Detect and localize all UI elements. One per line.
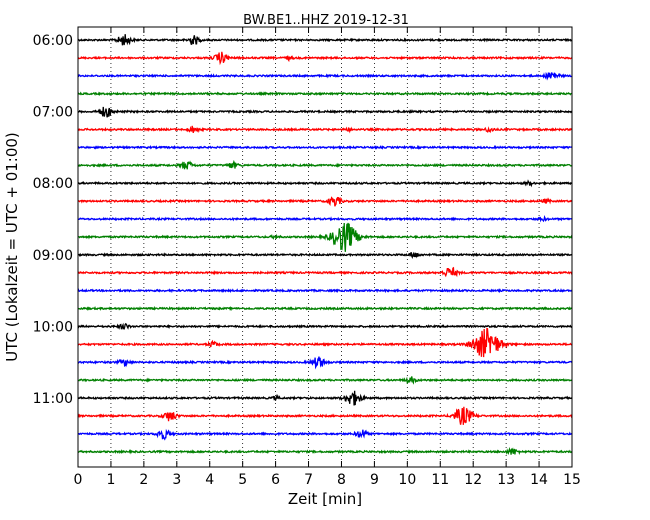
- x-tick-label: 5: [238, 472, 247, 488]
- trace-07-45: [77, 159, 573, 170]
- trace-06-30: [77, 71, 573, 81]
- x-tick-label: 7: [304, 472, 313, 488]
- x-tick-label: 3: [172, 472, 181, 488]
- trace-11-45: [77, 446, 573, 455]
- x-axis-label: Zeit [min]: [288, 490, 362, 508]
- chart-title: BW.BE1..HHZ 2019-12-31: [243, 13, 409, 28]
- trace-08-00: [77, 179, 573, 188]
- x-axis-ticks: 0 1 2 3 4 5 6 7 8 9 10 11 12 13 14 15: [74, 27, 581, 488]
- trace-07-30: [77, 144, 573, 150]
- trace-06-45: [77, 91, 573, 97]
- x-tick-label: 4: [205, 472, 214, 488]
- x-tick-label: 13: [497, 472, 515, 488]
- trace-09-15: [77, 266, 573, 278]
- trace-10-30: [77, 356, 573, 370]
- plot-frame: [77, 26, 573, 468]
- trace-08-30: [77, 214, 573, 223]
- trace-09-30: [77, 288, 573, 294]
- trace-11-15: [77, 406, 573, 425]
- trace-09-45: [77, 305, 573, 312]
- trace-06-15: [77, 51, 573, 66]
- y-tick-label: 09:00: [33, 248, 73, 264]
- x-tick-label: 0: [74, 472, 83, 488]
- x-tick-label: 12: [464, 472, 482, 488]
- x-tick-label: 6: [271, 472, 280, 488]
- x-tick-label: 2: [139, 472, 148, 488]
- trace-07-00: [77, 106, 573, 118]
- trace-07-15: [77, 125, 573, 134]
- trace-09-00: [77, 251, 573, 259]
- trace-11-00: [77, 390, 573, 406]
- y-tick-label: 11:00: [33, 391, 73, 407]
- y-tick-label: 06:00: [33, 33, 73, 49]
- trace-08-45: [77, 222, 573, 252]
- x-tick-label: 1: [106, 472, 115, 488]
- x-tick-label: 11: [431, 472, 449, 488]
- traces-layer: [77, 34, 573, 455]
- y-tick-label: 10:00: [33, 319, 73, 335]
- x-tick-label: 8: [337, 472, 346, 488]
- trace-06-00: [77, 34, 573, 46]
- x-tick-label: 9: [370, 472, 379, 488]
- trace-08-15: [77, 196, 573, 207]
- trace-10-00: [77, 322, 573, 330]
- x-tick-label: 14: [530, 472, 548, 488]
- y-axis-ticks: 06:00 07:00 08:00 09:00 10:00 11:00: [33, 33, 572, 407]
- trace-10-45: [77, 376, 573, 385]
- x-tick-label: 10: [398, 472, 416, 488]
- trace-11-30: [77, 428, 573, 441]
- y-axis-label: UTC (Lokalzeit = UTC + 01:00): [3, 132, 21, 362]
- trace-10-15: [77, 327, 573, 358]
- x-tick-label: 15: [563, 472, 581, 488]
- y-tick-label: 07:00: [33, 105, 73, 121]
- y-tick-label: 08:00: [33, 176, 73, 192]
